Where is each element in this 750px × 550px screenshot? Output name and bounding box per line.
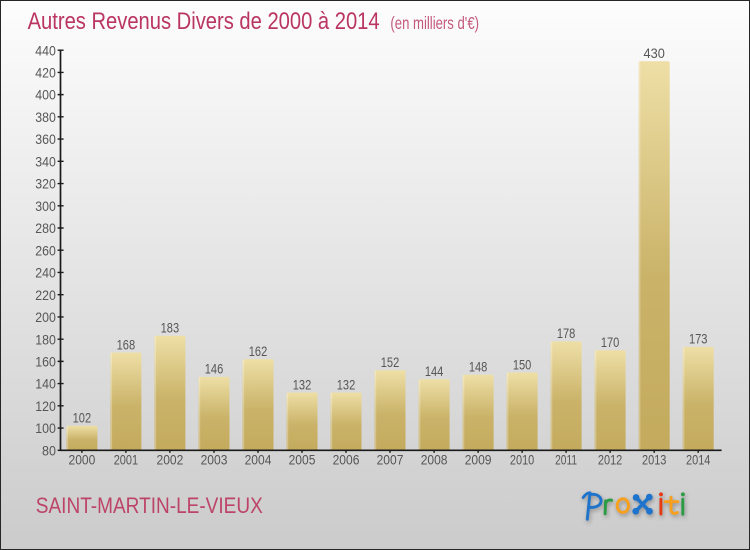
svg-text:180: 180 <box>35 331 56 347</box>
svg-text:170: 170 <box>601 334 620 350</box>
svg-text:400: 400 <box>35 87 56 103</box>
svg-text:2009: 2009 <box>465 453 492 468</box>
svg-text:2004: 2004 <box>245 453 272 468</box>
svg-text:2010: 2010 <box>510 453 535 468</box>
svg-text:100: 100 <box>35 420 56 436</box>
svg-text:2007: 2007 <box>377 453 404 468</box>
svg-text:430: 430 <box>644 45 665 61</box>
svg-text:2012: 2012 <box>598 453 622 468</box>
svg-text:2011: 2011 <box>555 453 577 468</box>
svg-text:420: 420 <box>35 64 56 80</box>
svg-text:2014: 2014 <box>686 453 711 468</box>
svg-text:260: 260 <box>35 242 56 258</box>
svg-text:146: 146 <box>205 361 224 377</box>
svg-text:200: 200 <box>35 309 56 325</box>
svg-text:220: 220 <box>35 287 56 303</box>
svg-text:2001: 2001 <box>114 453 138 468</box>
svg-text:2006: 2006 <box>333 453 360 468</box>
svg-text:2003: 2003 <box>201 453 228 468</box>
svg-text:240: 240 <box>35 265 56 281</box>
svg-text:102: 102 <box>73 410 92 426</box>
svg-text:120: 120 <box>35 398 56 414</box>
svg-text:162: 162 <box>249 343 268 359</box>
svg-text:132: 132 <box>293 376 312 392</box>
svg-text:150: 150 <box>513 356 532 372</box>
svg-text:148: 148 <box>469 359 488 375</box>
svg-text:144: 144 <box>425 363 444 379</box>
svg-text:2005: 2005 <box>289 453 316 468</box>
svg-text:300: 300 <box>35 198 56 214</box>
svg-text:140: 140 <box>35 376 56 392</box>
svg-text:178: 178 <box>557 325 576 341</box>
svg-text:280: 280 <box>35 220 56 236</box>
svg-text:360: 360 <box>35 131 56 147</box>
svg-text:152: 152 <box>381 354 400 370</box>
svg-text:132: 132 <box>337 376 356 392</box>
svg-text:340: 340 <box>35 153 56 169</box>
svg-text:(en milliers d'€): (en milliers d'€) <box>390 13 479 33</box>
svg-text:Autres Revenus Divers de 2000: Autres Revenus Divers de 2000 à 2014 <box>28 8 380 35</box>
svg-text:183: 183 <box>161 320 180 336</box>
svg-text:2000: 2000 <box>69 453 96 468</box>
svg-text:SAINT-MARTIN-LE-VIEUX: SAINT-MARTIN-LE-VIEUX <box>36 493 263 518</box>
svg-text:80: 80 <box>42 442 56 458</box>
svg-text:173: 173 <box>689 331 708 347</box>
svg-text:380: 380 <box>35 109 56 125</box>
svg-text:320: 320 <box>35 176 56 192</box>
svg-text:168: 168 <box>117 336 136 352</box>
svg-text:440: 440 <box>35 42 56 58</box>
svg-text:2013: 2013 <box>642 453 667 468</box>
svg-text:2008: 2008 <box>421 453 448 468</box>
svg-text:160: 160 <box>35 353 56 369</box>
svg-text:2002: 2002 <box>157 453 184 468</box>
